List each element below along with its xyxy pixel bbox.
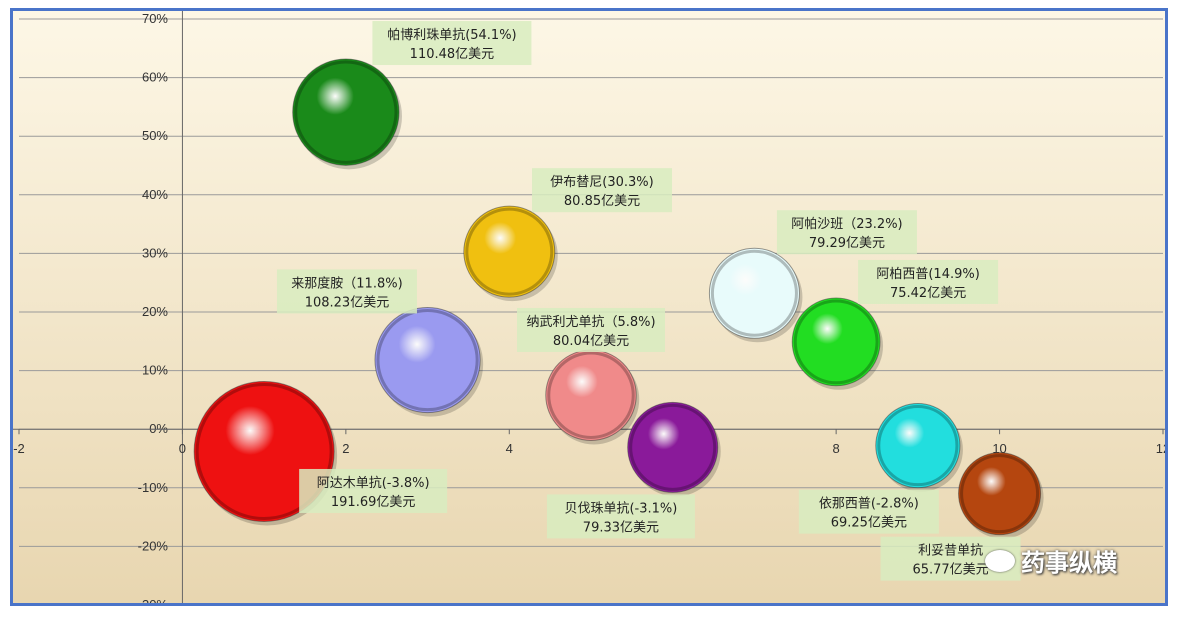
bubble: [463, 205, 556, 298]
data-label-value: 110.48亿美元: [410, 47, 495, 62]
y-tick-label: 50%: [142, 128, 168, 143]
axes: 70%60%50%40%30%20%10%0%-10%-20%-30%-2024…: [13, 11, 1165, 603]
bubble-rim: [960, 454, 1040, 534]
y-tick-label: 20%: [142, 304, 168, 319]
bubble-rim: [877, 405, 959, 487]
bubble: [791, 297, 881, 387]
data-label-value: 191.69亿美元: [331, 495, 416, 510]
data-label-value: 65.77亿美元: [912, 563, 988, 578]
y-tick-label: 60%: [142, 70, 168, 85]
bubble: [374, 306, 481, 414]
bubble: [958, 452, 1042, 536]
data-label-box: [858, 259, 999, 304]
data-label-box: [517, 307, 665, 352]
data-label-box: [776, 210, 917, 255]
wechat-icon: [985, 549, 1015, 572]
bubble-rim: [547, 351, 635, 439]
x-tick-label: -2: [13, 441, 25, 456]
y-tick-label: 70%: [142, 11, 168, 26]
data-label-box: [276, 269, 417, 314]
data-label-value: 75.42亿美元: [890, 286, 966, 301]
chart-frame: 70%60%50%40%30%20%10%0%-10%-20%-30%-2024…: [10, 8, 1168, 606]
watermark-text: 药事纵横: [1021, 549, 1117, 577]
bubble-rim: [195, 382, 333, 520]
bubble: [545, 349, 637, 441]
data-label-box: [798, 489, 939, 534]
data-label-name: 依那西普(-2.8%): [819, 497, 919, 512]
data-label-box: [546, 494, 695, 539]
data-label-name: 阿达木单抗(-3.8%): [317, 476, 430, 491]
x-tick-label: 12: [1156, 441, 1165, 456]
data-label-box: [299, 468, 448, 513]
bubble-rim: [376, 308, 479, 412]
data-label-value: 108.23亿美元: [305, 295, 390, 310]
data-label-name: 帕博利珠单抗(54.1%): [387, 28, 516, 43]
data-label-box: [372, 21, 532, 66]
bubble: [627, 401, 719, 493]
bubble-chart: 70%60%50%40%30%20%10%0%-10%-20%-30%-2024…: [13, 11, 1165, 603]
data-label-box: [532, 168, 673, 213]
data-label-value: 79.29亿美元: [809, 236, 885, 251]
bubble: [875, 403, 961, 489]
y-tick-label: 10%: [142, 363, 168, 378]
bubble-rim: [294, 60, 398, 164]
bubble-rim: [793, 299, 879, 385]
bubble-rim: [629, 403, 717, 491]
data-label-name: 来那度胺（11.8%): [291, 275, 402, 291]
data-label-name: 阿柏西普(14.9%): [876, 267, 979, 282]
y-tick-label: -30%: [138, 597, 169, 603]
data-label-value: 80.04亿美元: [553, 334, 629, 349]
bubble-rim: [465, 207, 554, 296]
data-label-name: 纳武利尤单抗（5.8%): [526, 315, 655, 330]
data-label-name: 伊布替尼(30.3%): [550, 175, 653, 190]
y-tick-label: 30%: [142, 245, 168, 260]
x-tick-label: 0: [179, 441, 186, 456]
watermark: 药事纵横: [985, 543, 1117, 578]
data-label-name: 贝伐珠单抗(-3.1%): [564, 501, 677, 516]
bubble-rim: [710, 249, 798, 337]
y-tick-label: 40%: [142, 187, 168, 202]
bubble: [292, 58, 400, 166]
data-label-value: 79.33亿美元: [583, 520, 659, 535]
data-label-value: 80.85亿美元: [564, 194, 640, 209]
x-tick-label: 4: [506, 441, 513, 456]
data-label-name: 阿帕沙班（23.2%): [791, 217, 902, 232]
bubble: [708, 247, 800, 339]
bubbles: [193, 58, 1044, 539]
data-label-name: 利妥昔单抗: [918, 544, 983, 559]
x-tick-label: 8: [833, 441, 840, 456]
data-label-value: 69.25亿美元: [831, 516, 907, 531]
y-tick-label: -20%: [138, 538, 169, 553]
y-tick-label: -10%: [138, 480, 169, 495]
x-tick-label: 2: [342, 441, 349, 456]
